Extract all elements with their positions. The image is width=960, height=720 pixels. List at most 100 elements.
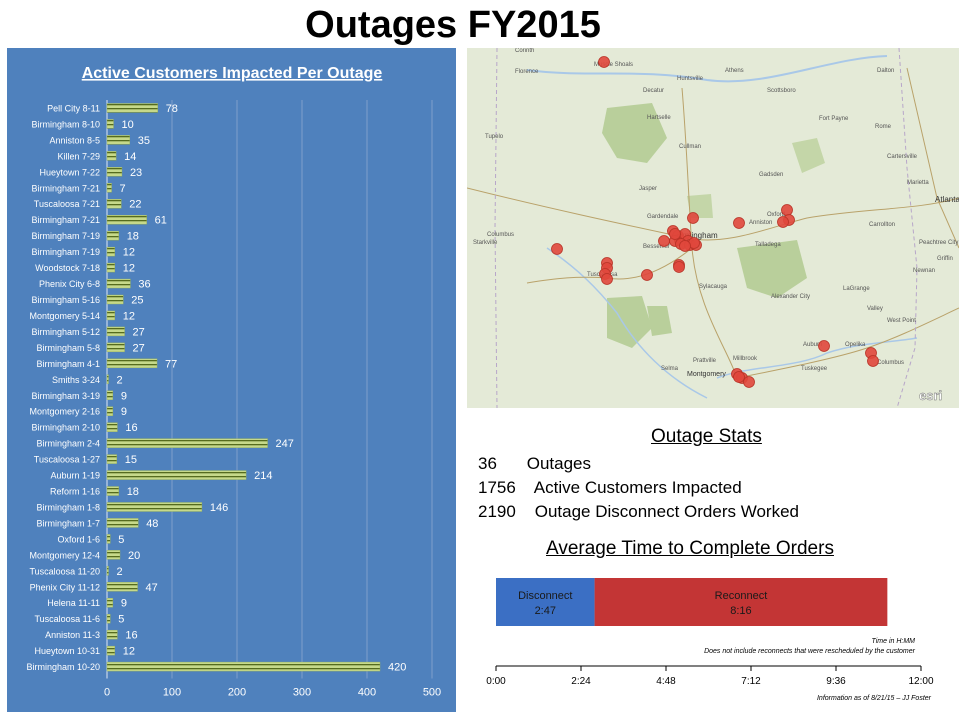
category-label: Birmingham 7-21: [31, 183, 100, 193]
slide-title: Outages FY2015: [305, 4, 601, 46]
data-label: 146: [210, 502, 228, 514]
esri-logo: esri: [919, 388, 942, 403]
bar: [106, 614, 111, 624]
outage-marker[interactable]: [743, 376, 755, 388]
bar: [106, 119, 114, 129]
outage-marker[interactable]: [733, 371, 745, 383]
stat-label: Active Customers Impacted: [533, 478, 742, 497]
bar: [106, 278, 131, 289]
bar: [106, 294, 124, 305]
outage-marker[interactable]: [658, 235, 670, 247]
stat-value: 1756: [478, 478, 516, 497]
bar: [106, 438, 268, 448]
reschedule-note: Does not include reconnects that were re…: [704, 648, 916, 655]
bar: [106, 326, 125, 337]
map-label: Gadsden: [759, 172, 783, 178]
stat-value: 36: [478, 454, 497, 473]
road: [736, 307, 959, 379]
forest-area: [602, 103, 667, 163]
river: [716, 337, 918, 379]
map-label: Tuskegee: [801, 366, 828, 372]
map-label: LaGrange: [843, 286, 870, 292]
data-label: 9: [121, 598, 127, 610]
outage-marker[interactable]: [669, 228, 681, 240]
map-label: Oxford: [767, 212, 785, 218]
time-tick-label: 9:36: [826, 676, 846, 687]
time-note: Time in H:MM: [872, 638, 916, 645]
bar: [106, 374, 109, 384]
segment-value: 2:47: [535, 605, 556, 617]
river: [546, 247, 708, 399]
outage-marker[interactable]: [551, 243, 563, 255]
bar-chart-title: Active Customers Impacted Per Outage: [82, 65, 383, 82]
data-label: 9: [121, 406, 127, 418]
x-tick-label: 400: [358, 687, 376, 699]
data-label: 25: [131, 295, 143, 307]
outage-marker[interactable]: [867, 355, 879, 367]
map-label: Montgomery: [687, 371, 726, 378]
map-label: Millbrook: [733, 356, 758, 362]
stat-label: Outages: [526, 454, 591, 473]
stat-value: 2190: [478, 502, 516, 521]
forest-area: [647, 306, 672, 336]
map-label: Starkville: [473, 240, 498, 246]
bar: [106, 422, 118, 432]
data-label: 9: [121, 390, 127, 402]
category-label: Birmingham 7-21: [31, 215, 100, 225]
outage-marker[interactable]: [781, 204, 793, 216]
category-label: Birmingham 5-8: [36, 343, 100, 353]
outage-marker[interactable]: [687, 212, 699, 224]
data-label: 20: [128, 550, 140, 562]
map-label: Auburn: [803, 342, 822, 348]
category-label: Montgomery 5-14: [29, 311, 100, 321]
data-label: 5: [118, 614, 124, 626]
map-label: Talladega: [755, 242, 781, 248]
bar: [106, 470, 247, 480]
map-label: Birmingham: [675, 231, 718, 240]
bar: [106, 582, 138, 592]
time-chart-title: Average Time to Complete Orders: [546, 538, 834, 559]
bar: [106, 534, 111, 544]
map-label: Marietta: [907, 180, 929, 186]
category-label: Reform 1-16: [50, 487, 100, 497]
state-border: [896, 48, 918, 408]
road: [467, 187, 959, 241]
bar: [106, 167, 123, 177]
map-label: Carrollton: [869, 222, 895, 228]
x-tick-label: 200: [228, 687, 246, 699]
data-label: 7: [120, 183, 126, 195]
forest-area: [687, 194, 713, 218]
map-label: Decatur: [643, 88, 664, 94]
category-label: Tuscaloosa 11-20: [29, 566, 100, 576]
outage-marker[interactable]: [673, 261, 685, 273]
bar: [106, 342, 125, 353]
outage-marker[interactable]: [777, 216, 789, 228]
road: [906, 67, 959, 249]
bar: [106, 518, 139, 528]
map-label: Opelika: [845, 342, 866, 348]
average-time-chart: Disconnect 2:47 Reconnect 8:16 Time in H:MM…: [486, 578, 934, 702]
map-label: Prattville: [693, 358, 717, 364]
time-tick-label: 2:24: [571, 676, 591, 687]
category-label: Birmingham 7-19: [31, 247, 100, 257]
time-bar-segment: [496, 578, 595, 626]
outage-marker[interactable]: [641, 269, 653, 281]
data-label: 2: [117, 566, 123, 578]
data-label: 22: [129, 199, 141, 211]
map-label: Cartersville: [887, 154, 918, 160]
outage-marker[interactable]: [818, 340, 830, 352]
outage-marker[interactable]: [598, 56, 610, 68]
outage-map[interactable]: Corinth Florence Muscle Shoals Huntsvill…: [467, 48, 959, 408]
category-label: Birmingham 2-10: [31, 423, 100, 433]
map-label: West Point: [887, 318, 916, 324]
outage-marker[interactable]: [679, 240, 691, 252]
data-label: 16: [125, 422, 137, 434]
category-label: Phenix City 6-8: [39, 279, 100, 289]
outage-marker[interactable]: [601, 273, 613, 285]
bar: [106, 183, 112, 193]
x-tick-label: 500: [423, 687, 441, 699]
stats-heading: Outage Stats: [651, 426, 762, 447]
map-svg: Corinth Florence Muscle Shoals Huntsvill…: [467, 48, 959, 408]
bar: [106, 262, 116, 273]
outage-marker[interactable]: [733, 217, 745, 229]
